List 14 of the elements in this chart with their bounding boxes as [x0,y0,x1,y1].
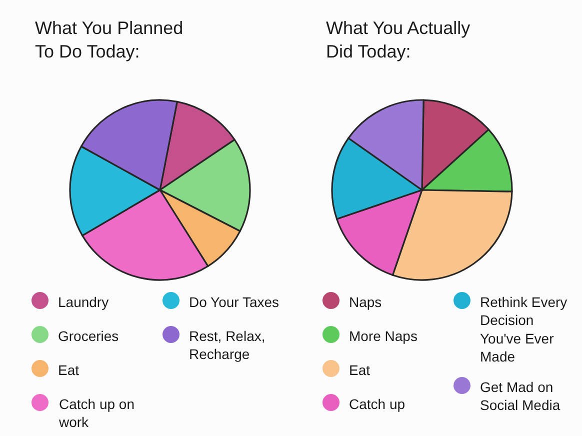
legend-label: Laundry [58,294,109,310]
legend-label: Catch up [349,396,406,412]
legend-label: Get Mad on Social Media [480,379,560,414]
legend-label: Naps [349,294,382,310]
legend-label: Do Your Taxes [189,294,280,310]
chart-title: What You Planned To Do Today: [35,18,184,62]
legend-label: Eat [58,362,80,378]
legend-label: Rethink Every Decision You've Ever Made [480,294,568,365]
legend-label: More Naps [349,328,418,344]
legend-label: Eat [349,362,370,378]
legend-label: Rest, Relax, Recharge [189,328,266,362]
legend-label: Catch up on work [58,396,134,430]
chart-title: What You Actually Did Today: [326,18,470,62]
legend-label: Groceries [58,328,119,344]
